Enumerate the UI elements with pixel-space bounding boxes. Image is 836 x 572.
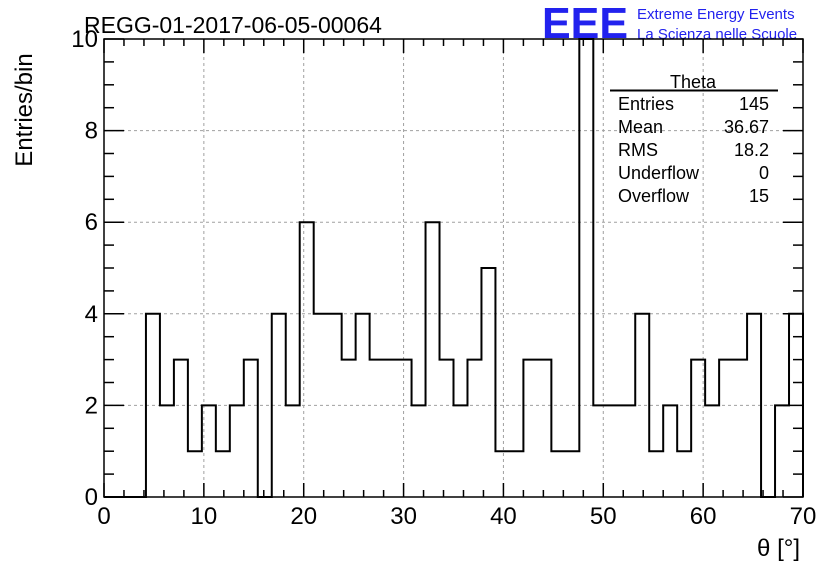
axis-ticks (103, 38, 804, 498)
x-tick-label: 10 (191, 503, 218, 530)
histogram-outline (104, 38, 804, 498)
x-tick-label: 30 (390, 503, 417, 530)
logo-caption-line1: Extreme Energy Events (637, 6, 795, 23)
x-tick-label: 60 (690, 503, 717, 530)
stats-label-rms: RMS (618, 140, 658, 160)
y-tick-label: 0 (85, 484, 98, 511)
stats-label-overflow: Overflow (618, 186, 690, 206)
x-tick-label: 40 (490, 503, 517, 530)
stats-label-mean: Mean (618, 117, 663, 137)
y-tick-label: 8 (85, 118, 98, 145)
x-tick-label: 70 (790, 503, 817, 530)
y-tick-label: 6 (85, 209, 98, 236)
stats-value-overflow: 15 (749, 186, 769, 206)
y-axis-label: Entries/bin (11, 53, 38, 166)
stats-box: Theta Entries 145 Mean 36.67 RMS 18.2 Un… (610, 72, 778, 206)
eee-logo: EEE (542, 0, 628, 48)
grid-lines (104, 39, 803, 497)
run-title: REGG-01-2017-06-05-00064 (84, 12, 382, 38)
stats-label-entries: Entries (618, 94, 674, 114)
logo-caption-line2: La Scienza nelle Scuole (637, 26, 797, 43)
y-tick-label: 4 (85, 301, 98, 328)
stats-value-mean: 36.67 (724, 117, 769, 137)
stats-title: Theta (670, 72, 717, 92)
y-tick-label: 2 (85, 392, 98, 419)
stats-value-entries: 145 (739, 94, 769, 114)
x-axis-label: θ [°] (757, 535, 800, 562)
axis-tick-labels: 0 10 20 30 40 50 60 70 0 2 4 6 8 10 (71, 26, 816, 530)
plot-frame (103, 38, 804, 498)
stats-value-underflow: 0 (759, 163, 769, 183)
x-tick-label: 20 (290, 503, 317, 530)
stats-value-rms: 18.2 (734, 140, 769, 160)
y-tick-label: 10 (71, 26, 98, 53)
x-tick-label: 50 (590, 503, 617, 530)
x-tick-label: 0 (97, 503, 110, 530)
stats-label-underflow: Underflow (618, 163, 700, 183)
